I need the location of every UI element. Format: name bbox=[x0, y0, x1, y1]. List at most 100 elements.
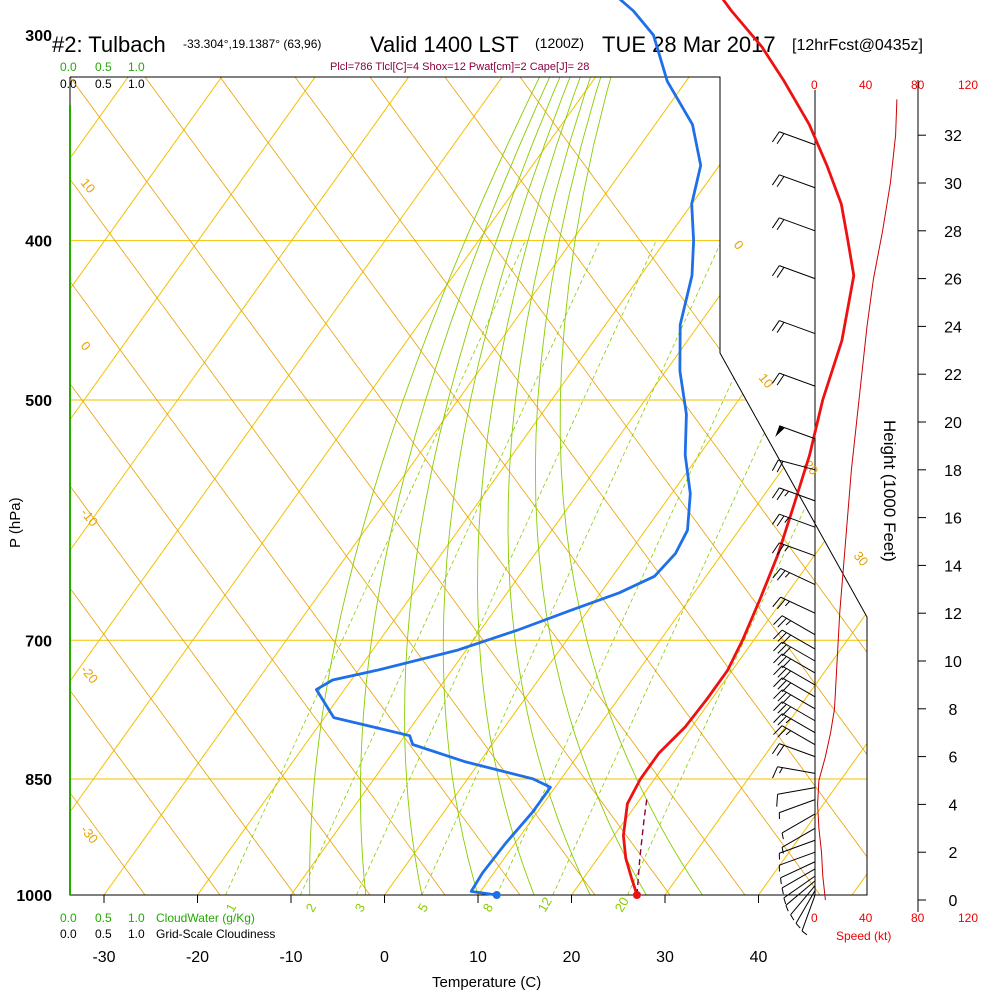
surface-temperature-point bbox=[632, 891, 641, 899]
speed-tick: 80 bbox=[911, 911, 925, 925]
height-tick-label: 2 bbox=[949, 845, 958, 862]
wind-barb bbox=[778, 851, 816, 872]
pressure-tick-label: 300 bbox=[25, 28, 52, 45]
mixing-ratio-label: 3 bbox=[352, 901, 369, 915]
speed-tick: 120 bbox=[958, 911, 978, 925]
height-tick-label: 12 bbox=[944, 606, 962, 623]
pressure-tick-label: 850 bbox=[25, 772, 52, 789]
wind-barb bbox=[781, 827, 816, 854]
dry-adiabat-line bbox=[70, 77, 671, 895]
cloudwater-scale-top: 0.0 0.5 1.0 0.0 0.5 1.0 bbox=[60, 60, 145, 91]
pressure-tick-label: 400 bbox=[25, 234, 52, 251]
adiabat-label: 30 bbox=[851, 548, 872, 569]
moist-adiabat-line bbox=[309, 77, 628, 895]
temperature-tick-label: 40 bbox=[750, 949, 768, 966]
cloud-tick: 1.0 bbox=[128, 60, 145, 74]
speed-scale-bottom: 0 40 80 120 Speed (kt) bbox=[811, 911, 978, 943]
wind-barb bbox=[778, 799, 816, 819]
station-title: #2: Tulbach bbox=[52, 32, 166, 57]
height-tick-label: 30 bbox=[944, 176, 962, 193]
grid-cloudiness-label: Grid-Scale Cloudiness bbox=[156, 927, 275, 941]
wind-barb bbox=[771, 320, 816, 335]
valid-date: TUE 28 Mar 2017 bbox=[602, 32, 776, 57]
wind-barb bbox=[801, 895, 816, 936]
height-tick-label: 24 bbox=[944, 319, 962, 336]
wind-barb bbox=[771, 743, 816, 758]
dry-adiabat-line bbox=[70, 77, 446, 895]
moist-adiabat-line bbox=[534, 77, 662, 895]
height-tick-label: 0 bbox=[949, 893, 958, 910]
wind-barb bbox=[773, 689, 816, 710]
mixing-ratio-line bbox=[356, 240, 657, 895]
dry-adiabat-line bbox=[70, 77, 746, 895]
wind-barb bbox=[776, 787, 816, 807]
adiabat-label: 10 bbox=[78, 175, 99, 196]
wind-barb bbox=[773, 677, 816, 698]
temperature-tick-label: -20 bbox=[186, 949, 209, 966]
adiabat-label: 10 bbox=[756, 370, 777, 391]
isotherm-line bbox=[70, 77, 720, 895]
wind-barb bbox=[771, 542, 816, 557]
wind-barb bbox=[771, 217, 816, 232]
wind-barb bbox=[773, 701, 816, 722]
wind-barb bbox=[773, 725, 816, 746]
pressure-tick-label: 700 bbox=[25, 633, 52, 650]
moist-adiabat-line bbox=[442, 77, 645, 895]
isotherm-line bbox=[197, 77, 867, 895]
isotherm-line bbox=[0, 0, 64, 895]
temperature-tick-label: 0 bbox=[380, 949, 389, 966]
wind-speed-line bbox=[817, 99, 898, 901]
wind-barb bbox=[773, 629, 816, 650]
dry-adiabat-line bbox=[70, 77, 821, 895]
speed-tick: 40 bbox=[859, 911, 873, 925]
temperature-tick-label: -10 bbox=[279, 949, 302, 966]
dry-adiabat-line bbox=[149, 77, 867, 895]
y-axis-title: P (hPa) bbox=[7, 497, 24, 548]
moist-adiabat-line bbox=[360, 77, 634, 895]
mixing-ratio-line bbox=[496, 240, 797, 895]
moist-adiabat-line bbox=[404, 77, 639, 895]
isotherm-line bbox=[758, 77, 867, 895]
wind-barb bbox=[772, 596, 816, 614]
height-tick-label: 26 bbox=[944, 272, 962, 289]
temperature-line bbox=[622, 0, 856, 896]
cloud-tick: 0.0 bbox=[60, 60, 77, 74]
isotherm-line bbox=[70, 77, 252, 895]
height-tick-label: 28 bbox=[944, 224, 962, 241]
adiabat-label: -10 bbox=[78, 505, 102, 529]
wind-barb bbox=[771, 513, 816, 528]
isotherm-line bbox=[70, 77, 159, 895]
mixing-ratio-label: 12 bbox=[535, 894, 555, 914]
height-axis-title: Height (1000 Feet) bbox=[880, 420, 899, 562]
zulu-time: (1200Z) bbox=[535, 35, 584, 51]
height-tick-label: 18 bbox=[944, 463, 962, 480]
isotherm-line bbox=[70, 77, 626, 895]
dry-adiabat-line bbox=[70, 77, 221, 895]
speed-tick: 0 bbox=[811, 911, 818, 925]
cloud-tick: 0.5 bbox=[95, 60, 112, 74]
moist-adiabat-line bbox=[559, 77, 703, 895]
parcel-line bbox=[636, 795, 648, 896]
wind-barb bbox=[778, 839, 816, 860]
dry-adiabat-line bbox=[299, 77, 867, 895]
isotherm-line bbox=[571, 77, 867, 895]
mixing-ratio-line bbox=[299, 240, 601, 895]
cloudwater-label: CloudWater (g/Kg) bbox=[156, 911, 255, 925]
speed-tick: 40 bbox=[859, 78, 873, 92]
wind-barb bbox=[785, 880, 816, 912]
wind-barb bbox=[771, 487, 816, 502]
wind-barb bbox=[771, 459, 816, 473]
dewpoint-line bbox=[314, 0, 703, 897]
sounding-series bbox=[314, 0, 898, 901]
wind-barb bbox=[775, 425, 816, 440]
height-tick-label: 4 bbox=[949, 797, 958, 814]
plot-frame bbox=[69, 76, 868, 896]
height-tick-label: 16 bbox=[944, 511, 962, 528]
wind-barb bbox=[772, 766, 816, 779]
wind-barb bbox=[771, 372, 816, 387]
isotherm-line bbox=[477, 77, 867, 895]
mixing-ratio-label: 20 bbox=[612, 894, 632, 914]
valid-time: Valid 1400 LST bbox=[370, 32, 519, 57]
